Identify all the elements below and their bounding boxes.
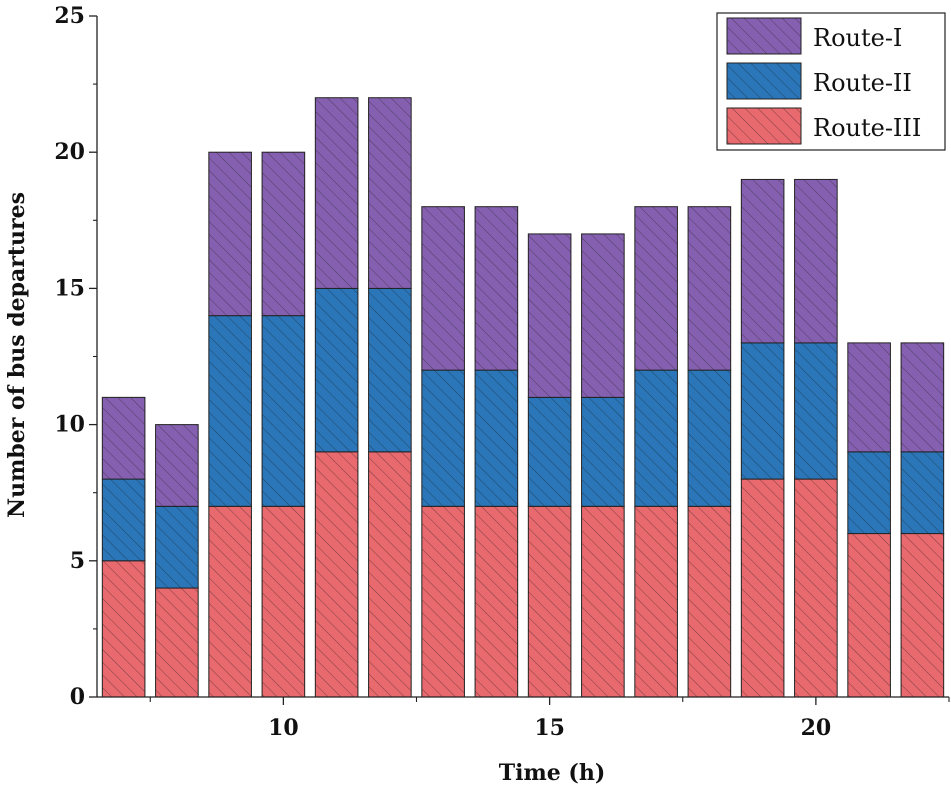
- bar-route-iii-18-hatch: [687, 505, 732, 698]
- bar-route-i-7-hatch: [101, 396, 146, 480]
- bar-route-ii-14-hatch: [474, 369, 519, 507]
- bar-route-iii-19-hatch: [740, 478, 785, 698]
- bar-route-i-8-hatch: [155, 424, 199, 507]
- bar-route-iii-16-hatch: [581, 505, 625, 698]
- bar-route-iii-17-hatch: [634, 505, 678, 698]
- y-tick-label: 25: [54, 3, 85, 29]
- bar-route-i-11-hatch: [314, 97, 359, 289]
- bars-group: [101, 97, 945, 698]
- bar-route-i-13-hatch: [421, 206, 465, 371]
- legend-label-route-iii: Route-III: [813, 114, 921, 142]
- x-tick-label: 15: [534, 715, 565, 741]
- bar-route-iii-7-hatch: [101, 560, 146, 698]
- bar-route-ii-17-hatch: [634, 369, 678, 507]
- bar-route-ii-13-hatch: [421, 369, 465, 507]
- bar-route-i-19-hatch: [740, 178, 785, 344]
- bar-route-i-22-hatch: [900, 342, 945, 453]
- bar-route-i-9-hatch: [208, 151, 252, 317]
- bar-route-iii-8-hatch: [155, 587, 199, 698]
- y-tick-label: 5: [70, 548, 85, 574]
- bar-route-ii-16-hatch: [581, 396, 625, 507]
- bar-route-i-18-hatch: [687, 206, 732, 371]
- bar-route-ii-22-hatch: [900, 451, 945, 535]
- bar-route-ii-7-hatch: [101, 478, 146, 562]
- bar-route-iii-20-hatch: [794, 478, 838, 698]
- bar-route-iii-22-hatch: [900, 533, 945, 698]
- y-tick-label: 20: [54, 139, 85, 165]
- legend-swatch-route-iii-hatch: [726, 107, 802, 145]
- x-tick-label: 10: [268, 715, 299, 741]
- legend-label-route-ii: Route-II: [813, 69, 912, 97]
- bar-route-ii-12-hatch: [368, 287, 412, 453]
- bar-route-iii-14-hatch: [474, 505, 519, 698]
- bar-route-ii-15-hatch: [527, 396, 572, 507]
- bar-route-iii-15-hatch: [527, 505, 572, 698]
- bar-route-i-14-hatch: [474, 206, 519, 371]
- bar-route-ii-20-hatch: [794, 342, 838, 480]
- y-tick-label: 15: [54, 275, 85, 301]
- ticks-group: 0 5 10 15 20 25 10 15 20: [54, 3, 950, 741]
- y-tick-label: 10: [54, 412, 85, 438]
- bar-route-ii-21-hatch: [847, 451, 891, 535]
- bar-route-iii-9-hatch: [208, 505, 252, 698]
- bar-route-iii-21-hatch: [847, 533, 891, 698]
- bar-route-ii-11-hatch: [314, 287, 359, 453]
- bar-route-i-20-hatch: [794, 178, 838, 344]
- legend-label-route-i: Route-I: [813, 24, 902, 52]
- legend: Route-I Route-II Route-III: [716, 12, 946, 151]
- legend-swatch-route-i-hatch: [726, 17, 802, 55]
- bar-route-i-17-hatch: [634, 206, 678, 371]
- bar-route-iii-13-hatch: [421, 505, 465, 698]
- bar-route-i-15-hatch: [527, 233, 572, 398]
- bar-route-i-16-hatch: [581, 233, 625, 398]
- y-tick-label: 0: [70, 684, 85, 710]
- y-axis-title: Number of bus departures: [4, 192, 30, 518]
- bar-route-i-10-hatch: [261, 151, 306, 317]
- bar-route-iii-12-hatch: [368, 451, 412, 698]
- legend-swatch-route-ii-hatch: [726, 62, 802, 100]
- bar-route-iii-10-hatch: [261, 505, 306, 698]
- bar-route-ii-18-hatch: [687, 369, 732, 507]
- x-axis-title: Time (h): [499, 760, 605, 786]
- x-tick-label: 20: [801, 715, 832, 741]
- bar-route-i-21-hatch: [847, 342, 891, 453]
- bar-route-ii-19-hatch: [740, 342, 785, 480]
- bar-route-ii-8-hatch: [155, 505, 199, 589]
- bar-route-ii-10-hatch: [261, 315, 306, 507]
- bar-route-ii-9-hatch: [208, 315, 252, 507]
- bar-route-i-12-hatch: [368, 97, 412, 289]
- bar-route-iii-11-hatch: [314, 451, 359, 698]
